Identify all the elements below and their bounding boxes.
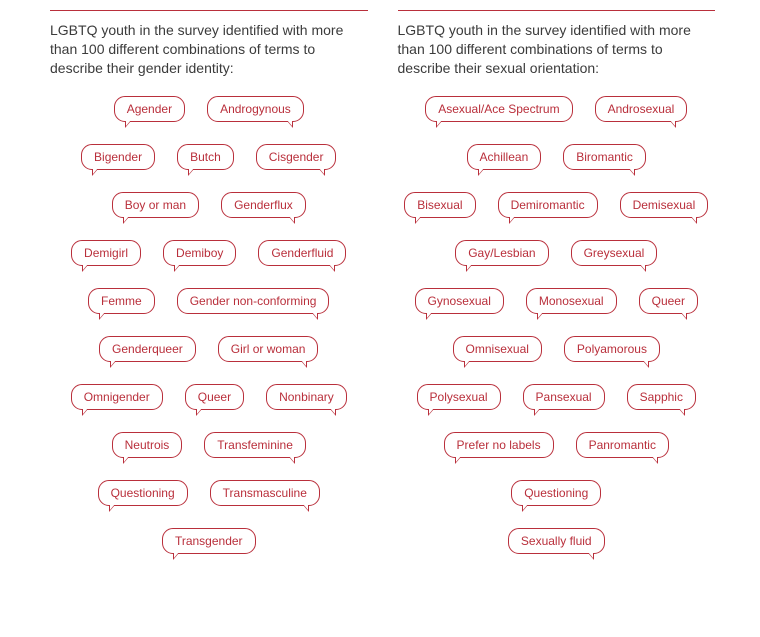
term-row: Agender Androgynous: [50, 96, 368, 122]
term-bubble: Genderqueer: [99, 336, 196, 362]
term-bubble: Asexual/Ace Spectrum: [425, 96, 572, 122]
term-bubble: Demigirl: [71, 240, 141, 266]
term-row: Demigirl Demiboy Genderfluid: [50, 240, 368, 266]
term-bubble: Boy or man: [112, 192, 199, 218]
term-row: Boy or man Genderflux: [50, 192, 368, 218]
term-row: Femme Gender non-conforming: [50, 288, 368, 314]
term-bubble: Panromantic: [576, 432, 669, 458]
term-row: Gynosexual Monosexual Queer: [398, 288, 716, 314]
term-bubble: Omnigender: [71, 384, 163, 410]
term-bubble: Prefer no labels: [444, 432, 554, 458]
sexual-orientation-column: LGBTQ youth in the survey identified wit…: [398, 10, 716, 576]
term-bubble: Bigender: [81, 144, 155, 170]
term-bubble: Neutrois: [112, 432, 183, 458]
term-bubble: Achillean: [467, 144, 542, 170]
term-bubble: Agender: [114, 96, 185, 122]
term-bubble: Androsexual: [595, 96, 688, 122]
term-bubble: Demiromantic: [498, 192, 598, 218]
term-bubble: Transgender: [162, 528, 256, 554]
term-bubble: Demisexual: [620, 192, 709, 218]
term-row: Sexually fluid: [398, 528, 716, 554]
term-row: Polysexual Pansexual Sapphic: [398, 384, 716, 410]
term-bubble: Nonbinary: [266, 384, 347, 410]
term-bubble: Questioning: [511, 480, 601, 506]
term-bubble: Greysexual: [571, 240, 658, 266]
term-bubble: Transmasculine: [210, 480, 320, 506]
divider: [50, 10, 368, 11]
term-row: Achillean Biromantic: [398, 144, 716, 170]
term-bubble: Polysexual: [417, 384, 501, 410]
term-bubble: Girl or woman: [218, 336, 319, 362]
term-bubble: Gay/Lesbian: [455, 240, 548, 266]
gender-identity-column: LGBTQ youth in the survey identified wit…: [50, 10, 368, 576]
term-row: Transgender: [50, 528, 368, 554]
term-bubble: Transfeminine: [204, 432, 306, 458]
term-bubble: Pansexual: [523, 384, 605, 410]
term-bubble: Queer: [639, 288, 698, 314]
term-bubble: Biromantic: [563, 144, 646, 170]
orientation-term-cloud: Asexual/Ace Spectrum Androsexual Achillean…: [398, 96, 716, 554]
term-bubble: Gender non-conforming: [177, 288, 330, 314]
infographic-two-column: LGBTQ youth in the survey identified wit…: [0, 0, 760, 606]
term-bubble: Femme: [88, 288, 155, 314]
term-bubble: Sexually fluid: [508, 528, 605, 554]
term-bubble: Monosexual: [526, 288, 617, 314]
term-bubble: Queer: [185, 384, 244, 410]
term-row: Gay/Lesbian Greysexual: [398, 240, 716, 266]
term-row: Neutrois Transfeminine: [50, 432, 368, 458]
term-row: Bisexual Demiromantic Demisexual: [398, 192, 716, 218]
term-row: Genderqueer Girl or woman: [50, 336, 368, 362]
term-bubble: Omnisexual: [453, 336, 542, 362]
term-bubble: Butch: [177, 144, 234, 170]
term-bubble: Genderfluid: [258, 240, 346, 266]
term-bubble: Cisgender: [256, 144, 337, 170]
term-bubble: Polyamorous: [564, 336, 660, 362]
term-row: Questioning: [398, 480, 716, 506]
term-bubble: Questioning: [98, 480, 188, 506]
term-row: Questioning Transmasculine: [50, 480, 368, 506]
term-bubble: Sapphic: [627, 384, 696, 410]
term-row: Omnisexual Polyamorous: [398, 336, 716, 362]
gender-term-cloud: Agender Androgynous Bigender Butch Cisgender…: [50, 96, 368, 554]
gender-intro-text: LGBTQ youth in the survey identified wit…: [50, 21, 368, 78]
term-bubble: Genderflux: [221, 192, 306, 218]
term-bubble: Androgynous: [207, 96, 304, 122]
term-bubble: Bisexual: [404, 192, 475, 218]
term-row: Asexual/Ace Spectrum Androsexual: [398, 96, 716, 122]
divider: [398, 10, 716, 11]
term-bubble: Demiboy: [163, 240, 236, 266]
term-bubble: Gynosexual: [415, 288, 504, 314]
term-row: Omnigender Queer Nonbinary: [50, 384, 368, 410]
term-row: Bigender Butch Cisgender: [50, 144, 368, 170]
term-row: Prefer no labels Panromantic: [398, 432, 716, 458]
orientation-intro-text: LGBTQ youth in the survey identified wit…: [398, 21, 716, 78]
